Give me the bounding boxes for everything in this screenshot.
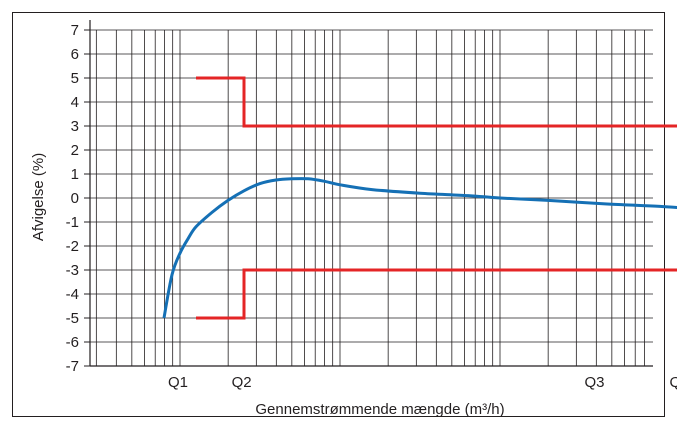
- upper-limit-line: [196, 76, 677, 128]
- axes: [84, 20, 653, 367]
- grid: [90, 29, 653, 367]
- y-tick-label: -2: [66, 238, 79, 255]
- y-tick-label: 6: [71, 46, 79, 63]
- y-tick-label: 3: [71, 118, 79, 135]
- x-tick-label-q2: Q2: [232, 374, 252, 391]
- x-tick-label-q1: Q1: [168, 374, 188, 391]
- y-tick-label: 1: [71, 166, 79, 183]
- y-tick-label: -3: [66, 262, 79, 279]
- y-tick-label: 5: [71, 70, 79, 87]
- y-tick-label: 7: [71, 22, 79, 39]
- figure-border: [12, 12, 665, 417]
- y-tick-label: -5: [66, 310, 79, 327]
- y-tick-label: -7: [66, 358, 79, 375]
- y-tick-label: 2: [71, 142, 79, 159]
- x-axis-label: Gennemstrømmende mængde (m³/h): [255, 401, 504, 418]
- y-tick-label: -4: [66, 286, 79, 303]
- y-tick-label: 4: [71, 94, 79, 111]
- x-tick-label-q3: Q3: [584, 374, 604, 391]
- x-tick-label-q4: Q4: [670, 374, 677, 391]
- series: [162, 76, 677, 320]
- deviation-curve: [162, 177, 677, 319]
- y-axis-label: Afvigelse (%): [30, 153, 47, 241]
- y-tick-label: -1: [66, 214, 79, 231]
- y-tick-label: 0: [71, 190, 79, 207]
- x-tick-labels: Q1 Q2 Q3 Q4: [168, 374, 677, 391]
- lower-limit-line: [196, 268, 677, 320]
- y-tick-labels: 7 6 5 4 3 2 1 0 -1 -2 -3 -4 -5 -6 -7: [66, 22, 79, 375]
- y-tick-label: -6: [66, 334, 79, 351]
